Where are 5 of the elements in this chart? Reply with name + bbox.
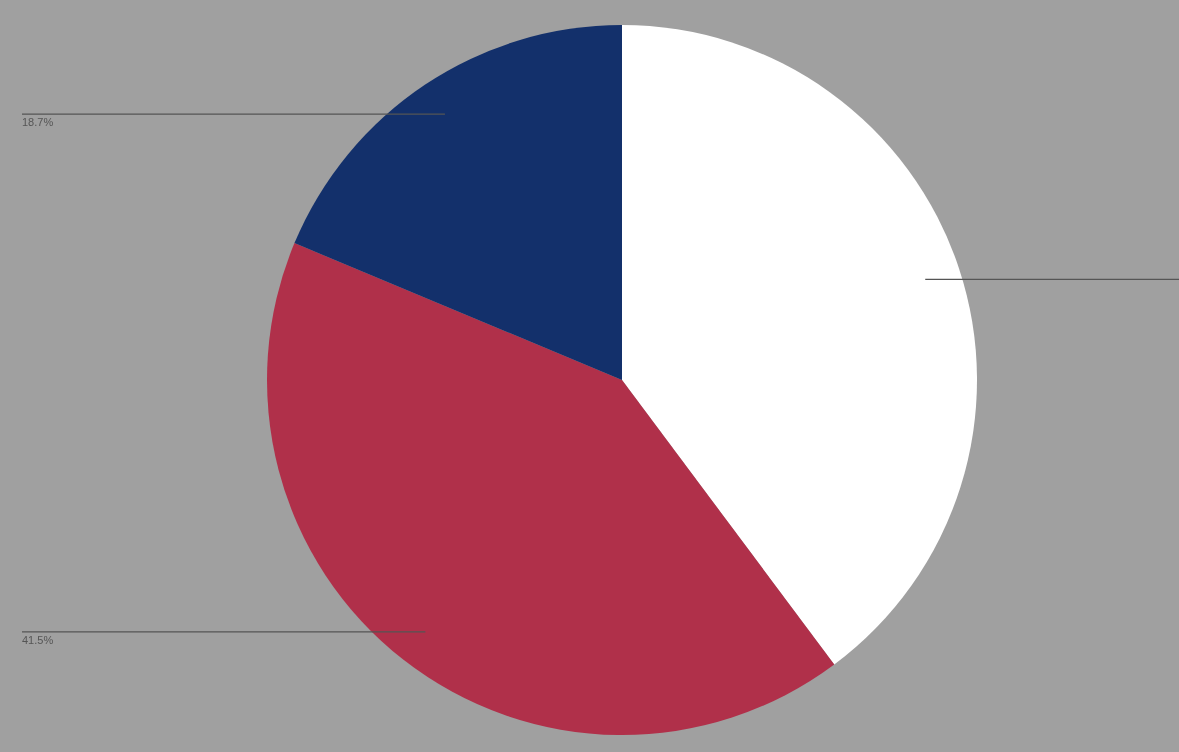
pie-slice (622, 25, 977, 665)
pie-slice (294, 25, 622, 380)
data-label: 41.5% (22, 633, 54, 646)
data-label: 18.7% (22, 116, 54, 129)
pie-slice (267, 243, 835, 735)
